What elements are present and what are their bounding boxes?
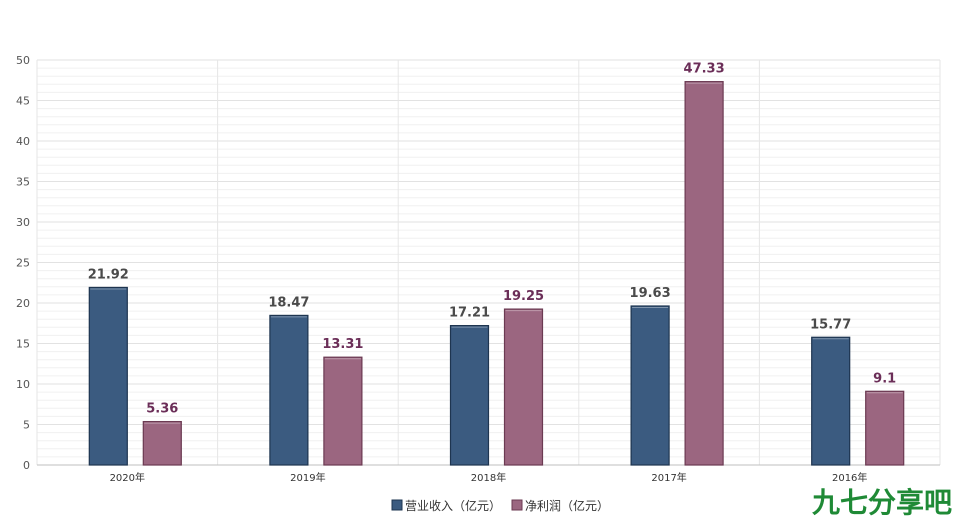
revenue-value-label: 17.21 [449, 306, 490, 321]
revenue-value-label: 18.47 [268, 295, 309, 310]
y-tick-label: 0 [23, 459, 30, 472]
legend-swatch-net-profit [511, 499, 523, 511]
legend: 营业收入（亿元） 净利润（亿元） [391, 498, 609, 513]
y-tick-label: 50 [16, 54, 30, 67]
revenue-bar [811, 336, 851, 466]
net-profit-value-label: 9.1 [873, 371, 896, 386]
bars [88, 81, 905, 466]
revenue-bar [449, 324, 490, 466]
net-profit-value-label: 5.36 [146, 402, 178, 417]
y-tick-label: 45 [16, 95, 30, 108]
revenue-value-label: 15.77 [810, 317, 851, 332]
y-tick-label: 25 [16, 257, 30, 270]
revenue-bar [630, 305, 670, 466]
legend-label-net-profit: 净利润（亿元） [525, 498, 609, 513]
x-tick-label: 2016年 [832, 471, 867, 484]
net-profit-bar [865, 390, 905, 466]
watermark-logo: 九七分享吧 [812, 486, 952, 519]
revenue-bar [269, 314, 309, 466]
legend-swatch-revenue [391, 499, 403, 511]
y-tick-label: 20 [16, 297, 30, 310]
net-profit-value-label: 13.31 [322, 337, 363, 352]
x-tick-label: 2017年 [651, 471, 686, 484]
net-profit-bar [503, 308, 544, 466]
net-profit-bar [323, 356, 363, 466]
y-tick-label: 40 [16, 135, 30, 148]
revenue-value-label: 19.63 [630, 286, 671, 301]
net-profit-value-label: 47.33 [684, 62, 725, 77]
legend-label-revenue: 营业收入（亿元） [405, 498, 501, 513]
revenue-value-label: 21.92 [88, 267, 129, 282]
net-profit-value-label: 19.25 [503, 289, 544, 304]
y-tick-label: 10 [16, 378, 30, 391]
y-tick-label: 30 [16, 216, 30, 229]
net-profit-bar [684, 81, 724, 466]
revenue-bar [88, 286, 128, 466]
x-tick-label: 2020年 [110, 471, 145, 484]
y-tick-label: 15 [16, 338, 30, 351]
x-tick-label: 2018年 [471, 471, 506, 484]
net-profit-bar [142, 420, 182, 466]
y-tick-label: 5 [23, 419, 30, 432]
x-tick-label: 2019年 [290, 471, 325, 484]
y-tick-label: 35 [16, 176, 30, 189]
value-labels: 21.92 18.47 17.21 19.63 15.77 5.36 13.31 19.25 4… [88, 62, 896, 417]
